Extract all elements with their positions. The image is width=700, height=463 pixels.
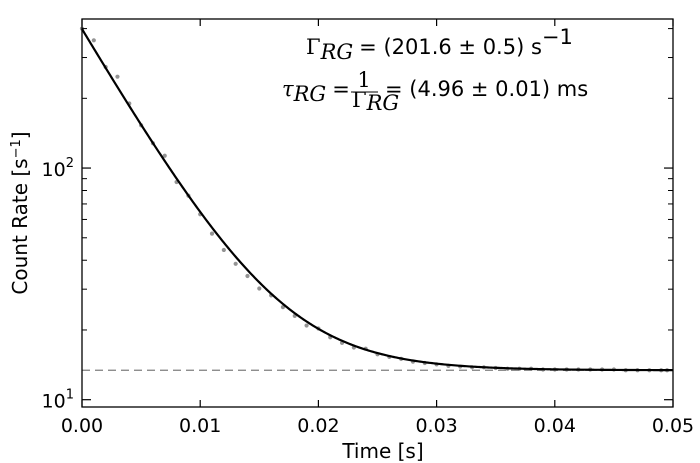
data-point-7	[162, 153, 167, 158]
data-point-11	[209, 231, 215, 236]
frame-layer	[81, 18, 674, 408]
y-tick-label-1: 102	[42, 156, 74, 181]
tau-frac-numerator: 1	[357, 68, 370, 92]
x-tick-label-1: 0.01	[179, 415, 221, 437]
x-tick-label-0: 0.00	[61, 415, 103, 437]
tau-value: = (4.96 ± 0.01) ms	[385, 77, 588, 101]
fit-layer	[81, 28, 673, 372]
fit-curve	[81, 28, 673, 372]
plot-frame	[81, 18, 674, 408]
data-point-3	[115, 74, 120, 79]
y-axis-label: Count Rate [s−1]	[8, 131, 32, 294]
data-point-13	[233, 261, 238, 266]
ticks-layer: 0.00 0.01 0.02 0.03 0.04 0.05 101 102	[42, 19, 694, 437]
y-tick-label-0: 101	[42, 388, 74, 413]
x-axis-label: Time [s]	[341, 439, 423, 463]
x-tick-label-2: 0.02	[297, 415, 339, 437]
tau-frac-denominator: ΓRG	[352, 88, 399, 115]
tau-symbol: τRG =	[282, 77, 350, 106]
x-tick-label-4: 0.04	[534, 415, 576, 437]
x-tick-label-3: 0.03	[415, 415, 457, 437]
data-point-1	[91, 38, 96, 43]
data-point-19	[304, 323, 309, 328]
gamma-annotation: ΓRG = (201.6 ± 0.5) s−1	[306, 25, 573, 64]
x-tick-label-5: 0.05	[652, 415, 694, 437]
data-point-15	[257, 286, 262, 291]
data-point-12	[221, 247, 226, 253]
data-point-14	[245, 273, 250, 279]
